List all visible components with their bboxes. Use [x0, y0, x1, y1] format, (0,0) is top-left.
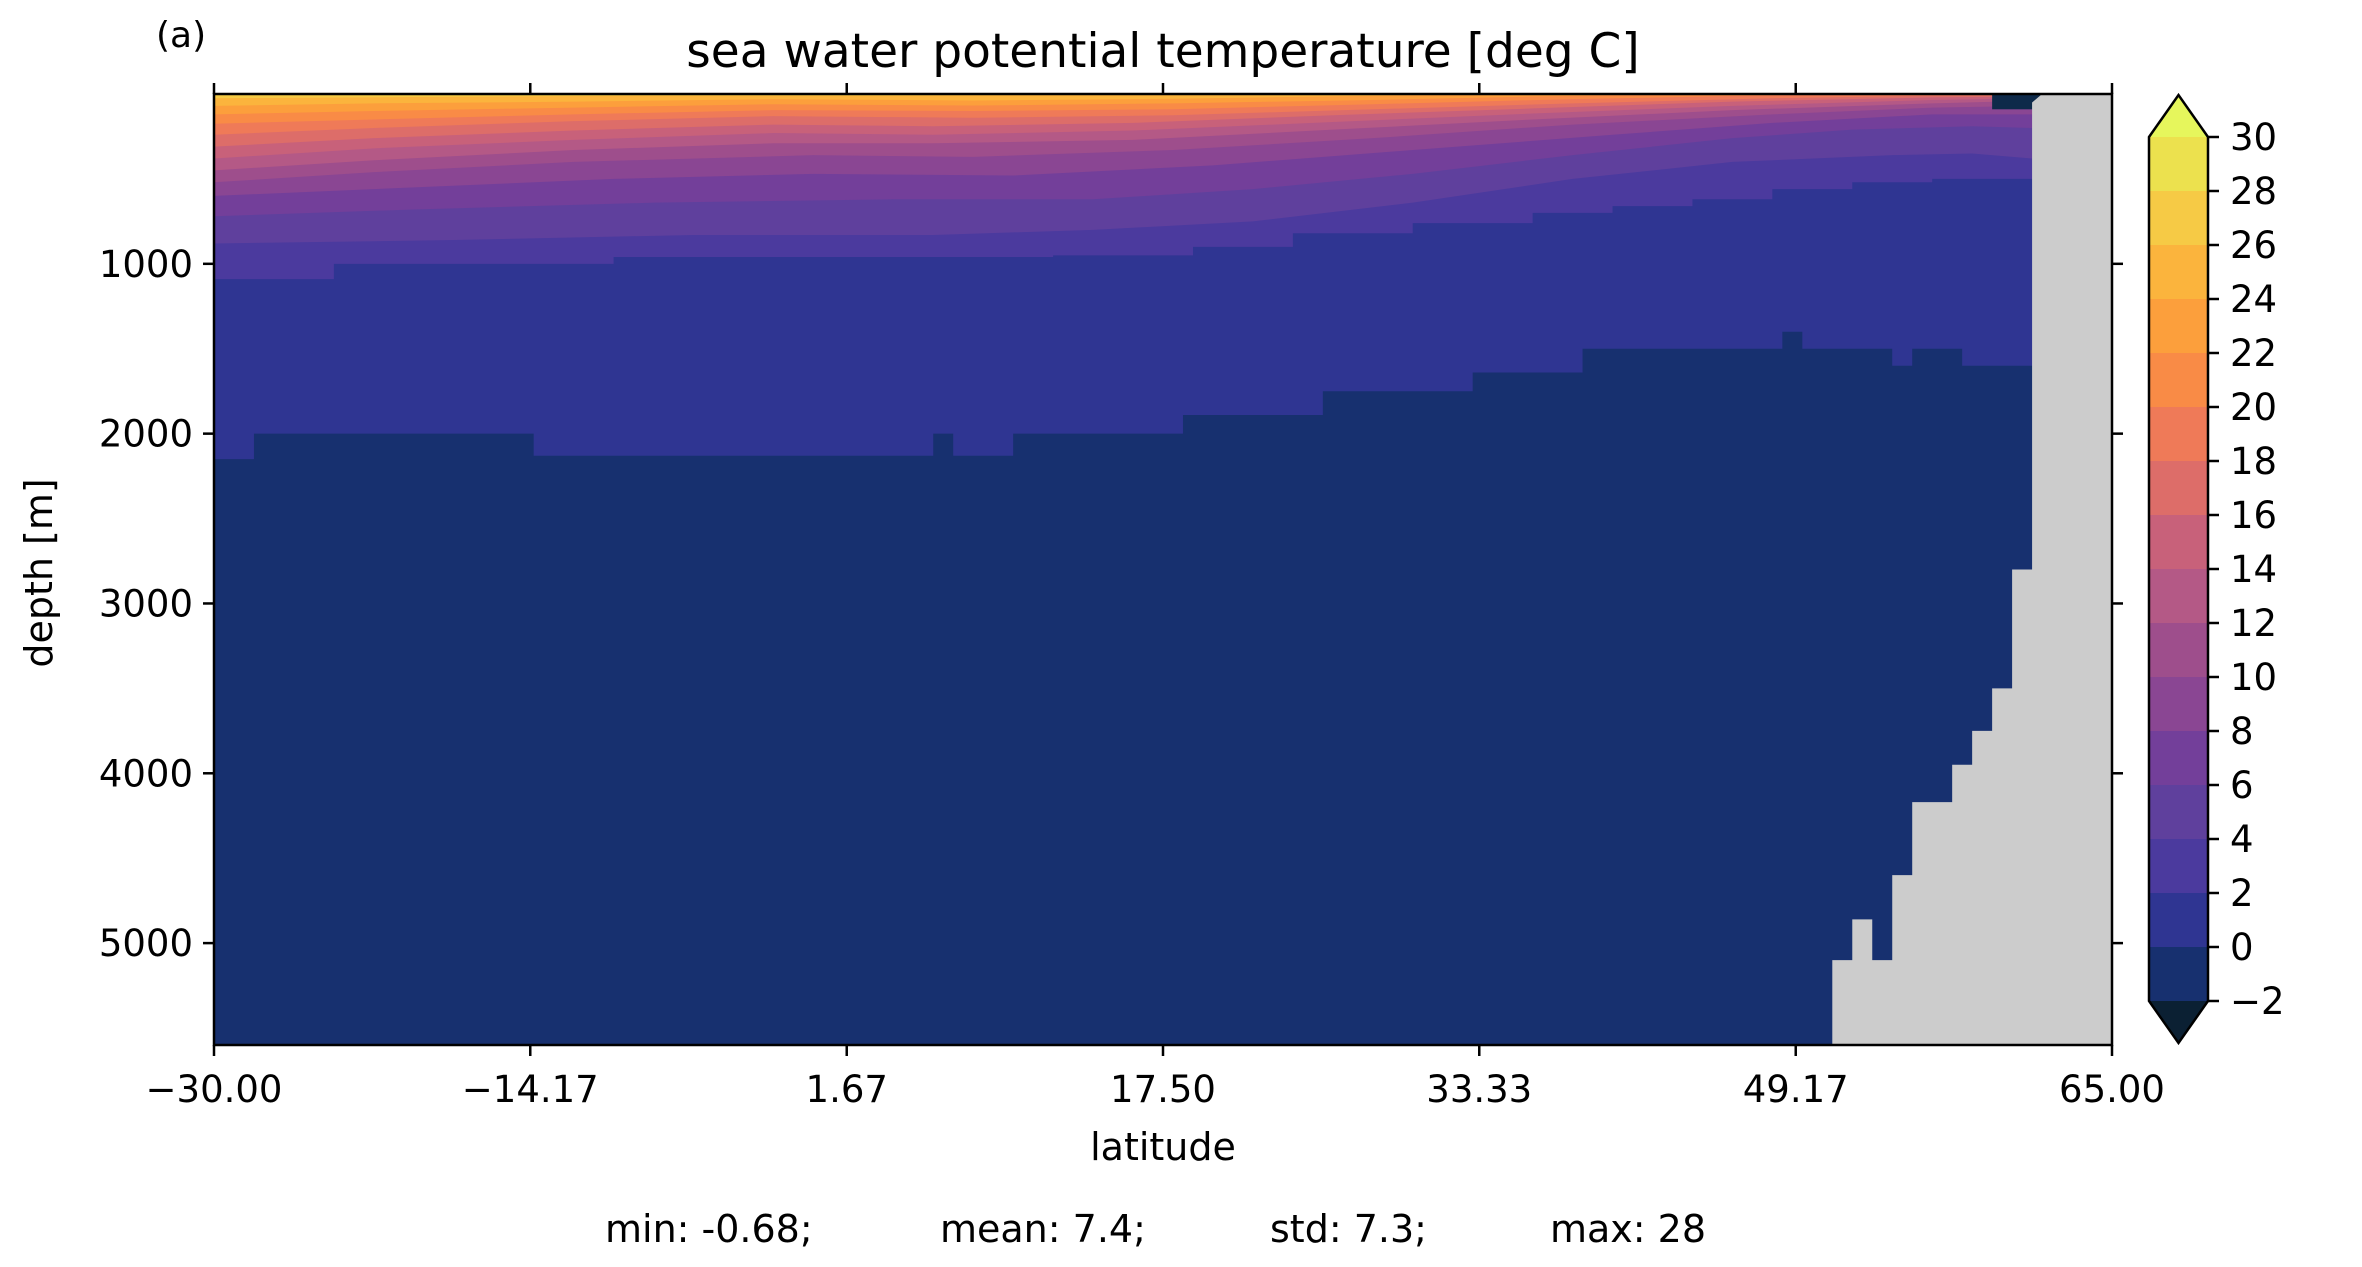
x-axis: −30.00 −14.17 1.67 17.50 33.33 49.17 65.00 — [146, 83, 2165, 1111]
colorbar-segment — [2149, 353, 2208, 407]
colorbar-segment — [2149, 299, 2208, 353]
y-axis-label: depth [m] — [17, 478, 61, 667]
colorbar-segment — [2149, 137, 2208, 191]
y-tick-label: 5000 — [99, 922, 193, 965]
stat-min: min: -0.68; — [605, 1207, 813, 1251]
y-axis: 1000 2000 3000 4000 5000 — [99, 243, 2123, 965]
colorbar-segment — [2149, 785, 2208, 839]
chart-title: sea water potential temperature [deg C] — [686, 24, 1639, 79]
colorbar-segment — [2149, 839, 2208, 893]
x-tick-label: −30.00 — [146, 1068, 283, 1111]
land-mask — [1832, 94, 2112, 1045]
colorbar-tick-label: −2 — [2230, 980, 2285, 1023]
colorbar-tick-label: 28 — [2230, 170, 2277, 213]
colorbar-segment — [2149, 623, 2208, 677]
colorbar-tick-label: 4 — [2230, 818, 2254, 861]
x-tick-label: 1.67 — [806, 1068, 888, 1111]
y-tick-label: 4000 — [99, 752, 193, 795]
y-tick-label: 2000 — [99, 413, 193, 456]
colorbar-segment — [2149, 569, 2208, 623]
y-tick-label: 1000 — [99, 243, 193, 286]
colorbar-tick-label: 20 — [2230, 386, 2277, 429]
colorbar-segment — [2149, 461, 2208, 515]
colorbar-tick-label: 10 — [2230, 656, 2277, 699]
x-tick-label: 17.50 — [1110, 1068, 1216, 1111]
x-tick-label: 65.00 — [2059, 1068, 2165, 1111]
band-above-26 — [214, 94, 2112, 106]
colorbar-tick-label: 8 — [2230, 710, 2254, 753]
colorbar-tick-label: 2 — [2230, 872, 2254, 915]
colorbar-tick-label: 22 — [2230, 332, 2277, 375]
plot-area — [212, 92, 2114, 1047]
colorbar-tick-label: 26 — [2230, 224, 2277, 267]
colorbar-extend-max — [2149, 95, 2208, 137]
colorbar-tick-label: 14 — [2230, 548, 2277, 591]
colorbar-segment — [2149, 515, 2208, 569]
colorbar-tick-label: 12 — [2230, 602, 2277, 645]
stat-mean: mean: 7.4; — [940, 1207, 1146, 1251]
colorbar-segment — [2149, 191, 2208, 245]
colorbar-segment — [2149, 245, 2208, 299]
colorbar-tick-label: 18 — [2230, 440, 2277, 483]
x-tick-label: 49.17 — [1743, 1068, 1849, 1111]
colorbar-tick-label: 16 — [2230, 494, 2277, 537]
colorbar-segment — [2149, 407, 2208, 461]
panel-label: (a) — [156, 15, 206, 56]
x-axis-label: latitude — [1090, 1125, 1236, 1169]
colorbar-tick-label: 30 — [2230, 116, 2277, 159]
stats-line: min: -0.68; mean: 7.4; std: 7.3; max: 28 — [605, 1207, 1706, 1251]
y-tick-label: 3000 — [99, 582, 193, 625]
cold-surface-patch — [1992, 94, 2043, 110]
colorbar-segment — [2149, 731, 2208, 785]
colorbar-segment — [2149, 677, 2208, 731]
colorbar-tick-label: 6 — [2230, 764, 2254, 807]
x-tick-label: −14.17 — [462, 1068, 599, 1111]
stat-max: max: 28 — [1550, 1207, 1706, 1251]
colorbar-tick-label: 24 — [2230, 278, 2277, 321]
colorbar-segment — [2149, 893, 2208, 947]
stat-std: std: 7.3; — [1270, 1207, 1427, 1251]
colorbar-extend-min — [2149, 1001, 2208, 1043]
colorbar-segment — [2149, 947, 2208, 1001]
x-tick-label: 33.33 — [1426, 1068, 1532, 1111]
colorbar-tick-label: 0 — [2230, 926, 2254, 969]
